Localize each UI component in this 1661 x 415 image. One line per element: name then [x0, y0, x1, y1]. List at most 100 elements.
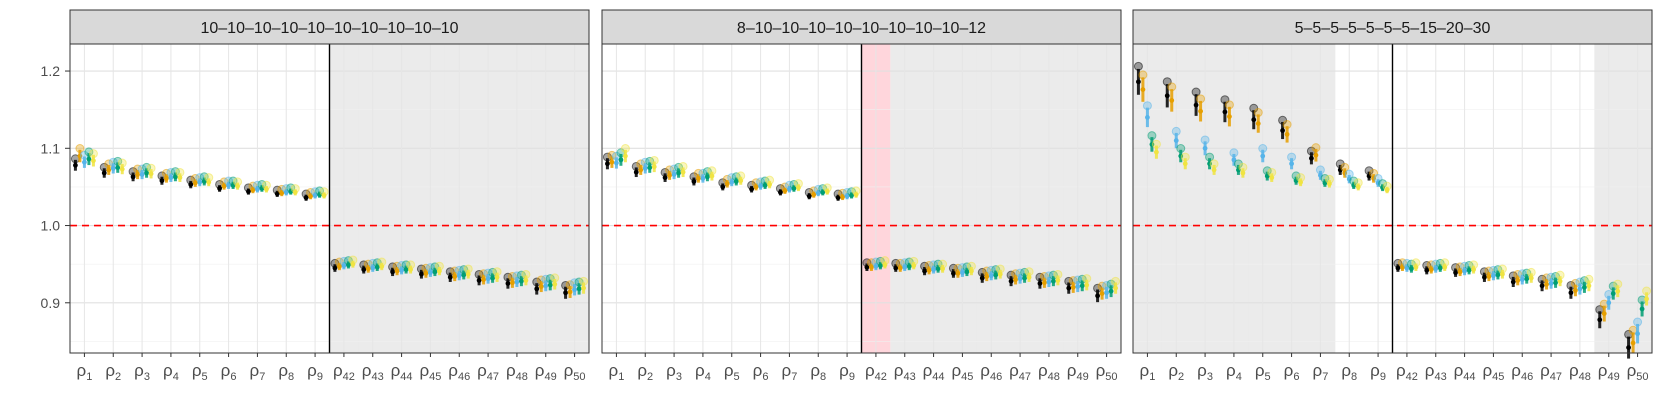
y-tick-label: 1.1 [41, 140, 61, 156]
x-tick-label: ρ3 [1197, 361, 1213, 383]
outlier-point [1517, 269, 1527, 279]
data-point [534, 286, 540, 292]
data-point [1557, 278, 1563, 284]
series-5 [620, 144, 1121, 294]
series-3 [1142, 101, 1643, 344]
outlier-point [929, 260, 939, 270]
outlier-point [895, 258, 905, 268]
data-point [680, 169, 686, 175]
data-point [476, 277, 482, 283]
data-point [82, 159, 87, 165]
x-tick-label: ρ1 [609, 361, 625, 383]
data-point [1182, 161, 1188, 167]
data-point [1055, 277, 1061, 283]
data-point [1610, 291, 1616, 296]
x-tick-label: ρ46 [1511, 361, 1533, 383]
outlier-point [851, 186, 861, 196]
facet-title: 8–10–10–10–10–10–10–10–10–12 [737, 20, 986, 37]
data-point [481, 277, 486, 283]
outlier-point [1082, 274, 1092, 284]
data-point [1046, 279, 1052, 285]
data-point [618, 157, 624, 163]
x-tick-label: ρ45 [419, 361, 441, 383]
series-2 [1138, 70, 1638, 354]
data-point [1173, 138, 1179, 143]
outlier-point [904, 257, 914, 267]
outlier-point [1397, 258, 1407, 268]
outlier-point [1048, 270, 1058, 280]
data-point [1066, 285, 1072, 291]
outlier-point [425, 263, 435, 273]
outlier-point [909, 256, 919, 266]
outlier-point [1378, 179, 1388, 189]
data-point [1327, 181, 1332, 187]
y-axis: 0.9 1.0 1.1 1.2 [41, 63, 70, 311]
outlier-point [1024, 267, 1034, 277]
outlier-point [900, 258, 910, 268]
x-tick-label: ρ3 [666, 361, 682, 383]
outlier-point [445, 267, 455, 277]
outlier-point [503, 272, 513, 282]
outlier-point [920, 261, 930, 271]
outlier-point [359, 260, 369, 270]
x-tick-label: ρ47 [1009, 361, 1031, 383]
panel-1: 10–10–10–10–10–10–10–10–10–10 ρ1 ρ2 ρ3 ρ4 ρ5 ρ… [69, 9, 590, 383]
outlier-point [545, 274, 555, 284]
x-tick-label: ρ3 [134, 361, 150, 383]
outlier-point [1451, 263, 1461, 273]
data-point [647, 165, 653, 171]
data-point [1145, 114, 1150, 120]
x-tick-label: ρ7 [782, 361, 798, 383]
outlier-point [866, 258, 876, 268]
outlier-point [678, 161, 688, 171]
x-tick-label: ρ50 [1096, 361, 1118, 383]
data-point [1251, 117, 1257, 123]
outlier-point [1147, 131, 1157, 141]
data-point [572, 287, 577, 293]
outlier-point [1068, 276, 1078, 286]
x-tick-label: ρ8 [278, 361, 294, 383]
outlier-point [1542, 273, 1552, 283]
data-point [1630, 340, 1636, 346]
data-point [101, 170, 107, 176]
series-5 [1151, 139, 1652, 306]
x-tick-label: ρ44 [1454, 361, 1476, 383]
data-point [485, 276, 491, 282]
data-point [1026, 274, 1032, 280]
panels: 10–10–10–10–10–10–10–10–10–10 ρ1 ρ2 ρ3 ρ4 ρ5 ρ… [41, 9, 1653, 383]
outlier-point [1484, 266, 1494, 276]
outlier-point [339, 256, 349, 266]
data-point [552, 281, 558, 287]
outlier-point [953, 263, 963, 273]
facet-strip [69, 9, 590, 45]
outlier-point [579, 276, 589, 286]
data-point [1615, 288, 1621, 294]
outlier-point [416, 264, 426, 274]
data-point [1510, 279, 1516, 285]
outlier-point [1224, 100, 1234, 110]
data-point [119, 166, 125, 172]
data-point [1568, 290, 1574, 296]
outlier-point [1151, 139, 1161, 149]
x-tick-label: ρ8 [1341, 361, 1357, 383]
outlier-point [1267, 167, 1277, 177]
data-point [1582, 284, 1587, 290]
data-point [86, 156, 92, 162]
data-point [514, 279, 520, 285]
series-4 [616, 148, 1116, 298]
data-point [676, 170, 681, 176]
outlier-point [343, 256, 353, 266]
outlier-point [175, 167, 185, 177]
data-point [1442, 264, 1448, 270]
outlier-point [1382, 181, 1392, 191]
data-point [115, 165, 121, 171]
series-4 [84, 147, 584, 295]
x-tick-label: ρ6 [221, 361, 237, 383]
x-tick-label: ρ49 [535, 361, 557, 383]
data-point [1079, 283, 1085, 289]
data-point [563, 290, 568, 296]
outlier-point [319, 187, 329, 197]
outlier-point [991, 265, 1001, 275]
outlier-point [1039, 272, 1049, 282]
data-point [1548, 281, 1554, 286]
